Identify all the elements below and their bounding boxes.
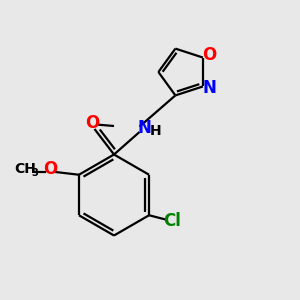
Text: N: N: [202, 79, 216, 97]
Text: CH: CH: [15, 162, 37, 176]
Text: O: O: [43, 160, 58, 178]
Text: O: O: [202, 46, 217, 64]
Text: Cl: Cl: [164, 212, 181, 230]
Text: 3: 3: [31, 168, 38, 178]
Text: O: O: [85, 114, 99, 132]
Text: H: H: [149, 124, 161, 138]
Text: N: N: [138, 119, 152, 137]
